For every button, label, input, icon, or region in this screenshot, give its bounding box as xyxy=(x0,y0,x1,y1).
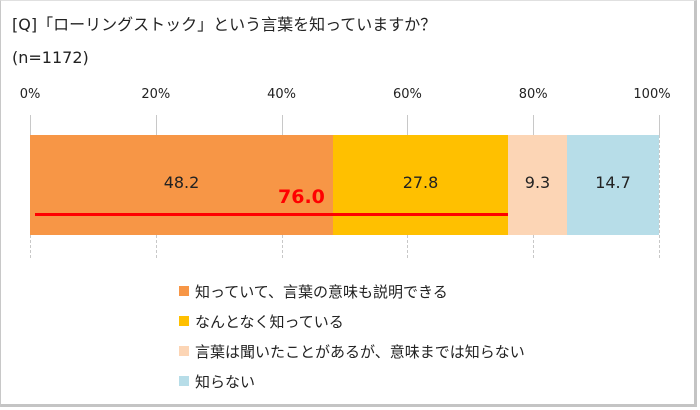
legend-label: 知っていて、言葉の意味も説明できる xyxy=(195,282,448,301)
tick-40: 40% xyxy=(267,87,297,102)
legend-item: 知らない xyxy=(179,366,525,396)
tick-20: 20% xyxy=(141,87,171,102)
tick-0: 0% xyxy=(19,87,41,102)
legend-item: 知っていて、言葉の意味も説明できる xyxy=(179,276,525,306)
value-label: 27.8 xyxy=(402,172,439,192)
total-annotation-label: 76.0 xyxy=(278,186,325,208)
gridline-top xyxy=(30,115,31,135)
legend-label: なんとなく知っている xyxy=(195,312,344,331)
legend: 知っていて、言葉の意味も説明できる なんとなく知っている 言葉は聞いたことがある… xyxy=(179,276,525,396)
legend-swatch-icon xyxy=(179,316,189,326)
chart-title: [Q]「ローリングストック」という言葉を知っていますか？ xyxy=(12,15,437,34)
sample-size: (n=1172) xyxy=(12,48,89,67)
gridline-top xyxy=(533,115,535,135)
legend-item: なんとなく知っている xyxy=(179,306,525,336)
gridline-top xyxy=(281,115,283,135)
gridline-top xyxy=(407,115,409,135)
bar-segment-explain: 48.2 xyxy=(30,135,333,235)
tick-60: 60% xyxy=(392,87,422,102)
value-label: 48.2 xyxy=(163,172,200,192)
gridline xyxy=(659,115,660,258)
value-label: 9.3 xyxy=(524,172,551,192)
legend-swatch-icon xyxy=(179,346,189,356)
legend-swatch-icon xyxy=(179,376,189,386)
gridline-top xyxy=(155,115,157,135)
legend-label: 知らない xyxy=(195,372,256,391)
legend-swatch-icon xyxy=(179,286,189,296)
bar-segment-heard: 9.3 xyxy=(508,135,567,235)
legend-label: 言葉は聞いたことがあるが、意味までは知らない xyxy=(195,342,525,361)
value-label: 14.7 xyxy=(595,172,631,192)
total-annotation-line xyxy=(35,213,508,216)
bar-segment-somewhat: 27.8 xyxy=(333,135,508,235)
gridline-top xyxy=(659,115,660,135)
bar-segment-unknown: 14.7 xyxy=(567,135,659,235)
legend-item: 言葉は聞いたことがあるが、意味までは知らない xyxy=(179,336,525,366)
tick-100: 100% xyxy=(633,87,671,102)
tick-80: 80% xyxy=(518,87,548,102)
